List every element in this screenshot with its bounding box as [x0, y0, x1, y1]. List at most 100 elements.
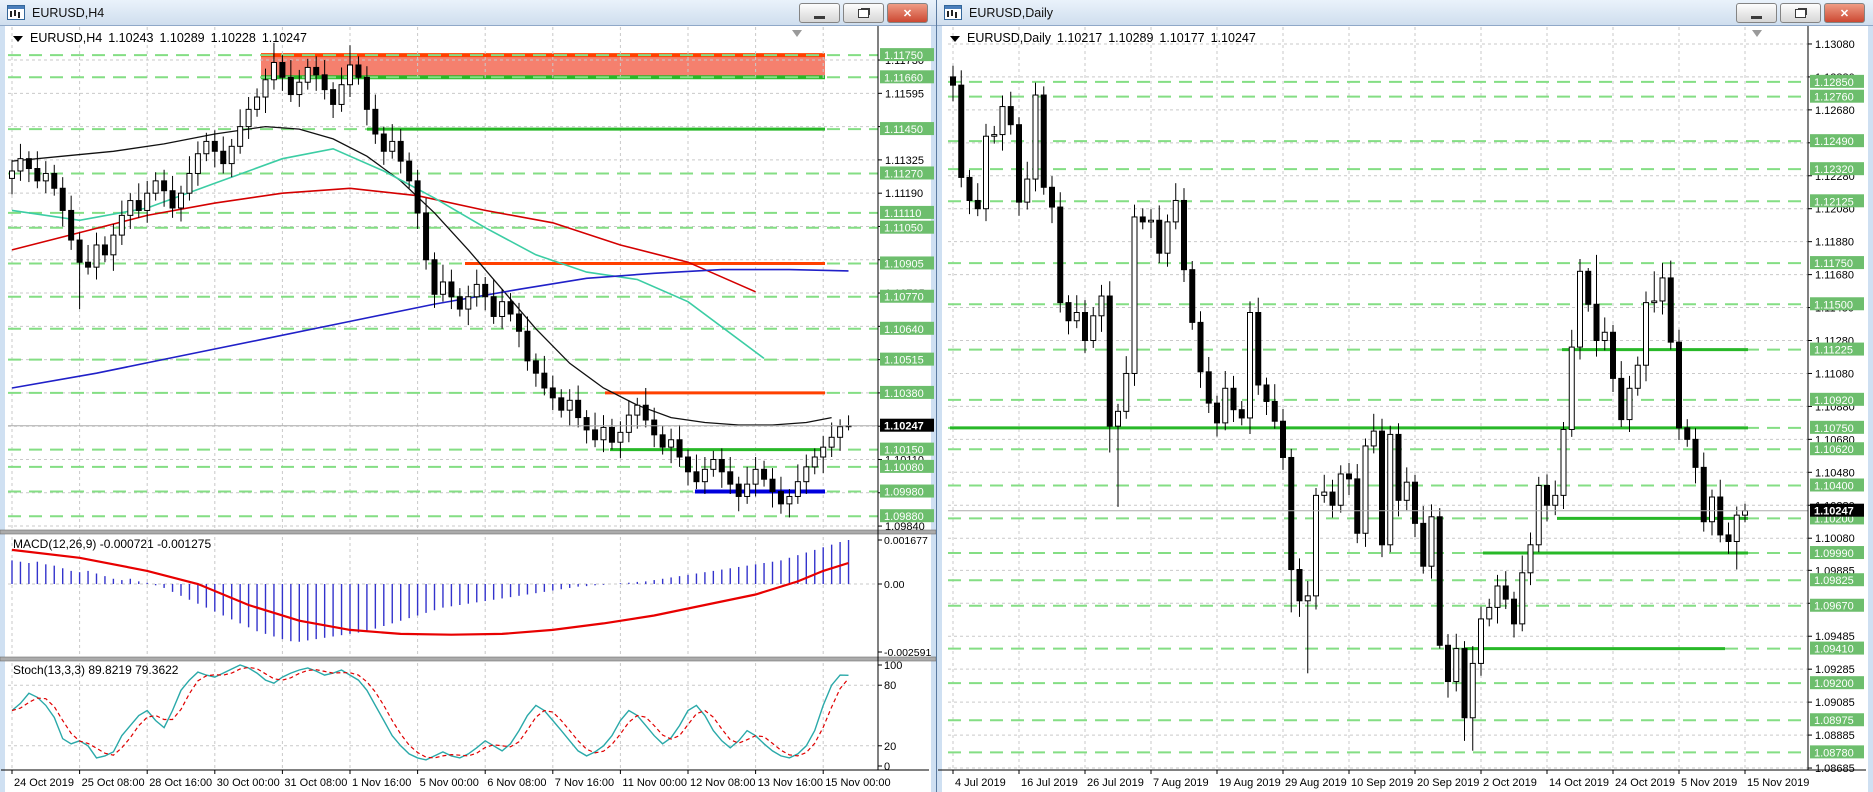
candle-body [304, 66, 311, 83]
level-price-label-bg [880, 484, 934, 498]
close-button[interactable]: ✕ [887, 3, 928, 23]
candle-body [380, 133, 387, 152]
level-price-label-bg [1810, 297, 1864, 311]
level-price-label-bg [880, 166, 934, 180]
level-price-label-bg [1810, 74, 1864, 88]
candle-body [287, 76, 294, 96]
candle-body [1395, 433, 1402, 501]
candle-body [220, 150, 227, 165]
close-button[interactable]: ✕ [1824, 3, 1865, 23]
stoch-label: Stoch(13,3,3) 89.8219 79.3622 [13, 663, 179, 677]
candle-body [1321, 491, 1328, 496]
time-axis[interactable] [952, 770, 1746, 774]
candle-body [786, 495, 793, 505]
time-axis-label: 25 Oct 08:00 [82, 777, 145, 789]
price-tick-label: 1.10080 [1815, 533, 1855, 545]
candle-body [1428, 516, 1435, 567]
candle-body [1659, 277, 1666, 302]
price-scale[interactable] [1808, 43, 1812, 769]
candle-body [1271, 400, 1278, 422]
candle-body [186, 172, 193, 194]
candle-body [1412, 481, 1418, 524]
level-price-label: 1.10515 [884, 355, 924, 367]
candle-body [194, 153, 201, 174]
time-axis[interactable] [11, 770, 824, 774]
candle-body [17, 158, 24, 172]
candle-body [1544, 484, 1550, 506]
level-price-label: 1.12760 [1814, 92, 1854, 104]
symbol-dropdown-icon[interactable] [13, 36, 23, 42]
chart-canvas-h4[interactable]: 0.0016770.00-0.002591100802001.117301.11… [0, 0, 936, 792]
candle-body [178, 192, 184, 209]
candle-body [1115, 410, 1121, 427]
candle-body [363, 76, 370, 110]
level-price-label: 1.09980 [884, 487, 924, 499]
candle-body [1263, 384, 1270, 402]
level-price-label-bg [1810, 713, 1864, 727]
panel-separator[interactable] [0, 529, 936, 535]
chart-shift-icon[interactable] [792, 30, 802, 37]
candle-body [1082, 312, 1088, 342]
candle-body [372, 108, 379, 135]
time-axis-label: 11 Nov 00:00 [622, 777, 687, 789]
candle-body [1469, 662, 1476, 719]
level-price-label-bg [1810, 392, 1864, 406]
level-price-label: 1.10400 [1814, 480, 1854, 492]
candle-body [507, 301, 514, 315]
time-axis-label: 15 Nov 00:00 [825, 777, 890, 789]
candle-body [118, 214, 125, 236]
candle-body [701, 468, 708, 483]
candle-body [1667, 277, 1674, 343]
candle-body [1535, 484, 1542, 546]
minimize-button[interactable] [799, 3, 840, 23]
candle-body [950, 76, 956, 86]
candle-body [1593, 303, 1600, 342]
symbol-dropdown-icon[interactable] [950, 36, 960, 42]
candle-body [769, 478, 776, 493]
titlebar-daily[interactable]: EURUSD,Daily ✕ [937, 0, 1873, 26]
chart-header-daily: EURUSD,Daily 1.10217 1.10289 1.10177 1.10247 [950, 31, 1256, 45]
candle-body [397, 140, 404, 162]
header-close: 1.10247 [1210, 31, 1256, 45]
candle-body [101, 244, 108, 256]
level-price-label: 1.10150 [884, 445, 924, 457]
macd-scale-label: 0.001677 [884, 535, 928, 547]
candle-body [1420, 522, 1427, 567]
chart-icon [944, 5, 962, 20]
candle-body [1643, 302, 1649, 366]
candle-body [710, 458, 717, 470]
level-price-label-bg [880, 48, 934, 62]
level-price-label: 1.10640 [884, 324, 924, 336]
candle-body [744, 483, 751, 497]
time-axis-label: 12 Nov 08:00 [690, 777, 755, 789]
restore-button[interactable] [843, 3, 884, 23]
candle-body [991, 134, 998, 137]
minimize-button[interactable] [1736, 3, 1777, 23]
level-price-label: 1.11660 [884, 72, 923, 84]
header-open: 1.10243 [108, 31, 154, 45]
window-frame-left [937, 26, 942, 792]
candle-body [42, 172, 49, 182]
candle-body [1189, 269, 1196, 323]
candle-body [777, 491, 784, 505]
stoch-scale-label: 80 [884, 680, 896, 692]
candle-body [676, 439, 683, 458]
level-price-label-bg [1810, 342, 1864, 356]
level-price-label: 1.10905 [884, 258, 924, 270]
candle-body [321, 74, 328, 91]
price-tick-label: 1.08885 [1815, 730, 1855, 742]
chart-canvas-daily[interactable]: 1.130801.128801.126801.124801.122801.120… [937, 0, 1873, 792]
restore-icon [1795, 8, 1806, 18]
panel-separator[interactable] [0, 656, 936, 662]
chart-shift-icon[interactable] [1752, 30, 1762, 37]
candle-body [617, 431, 624, 443]
restore-button[interactable] [1780, 3, 1821, 23]
titlebar-h4[interactable]: EURUSD,H4 ✕ [0, 0, 936, 26]
candle-body [999, 106, 1006, 136]
time-axis-label: 4 Jul 2019 [955, 777, 1006, 789]
time-axis-label: 29 Aug 2019 [1285, 777, 1347, 789]
candle-body [634, 404, 641, 416]
current-price-label-bg [1810, 503, 1864, 517]
candle-body [1139, 216, 1146, 223]
time-axis-label: 31 Oct 08:00 [284, 777, 347, 789]
